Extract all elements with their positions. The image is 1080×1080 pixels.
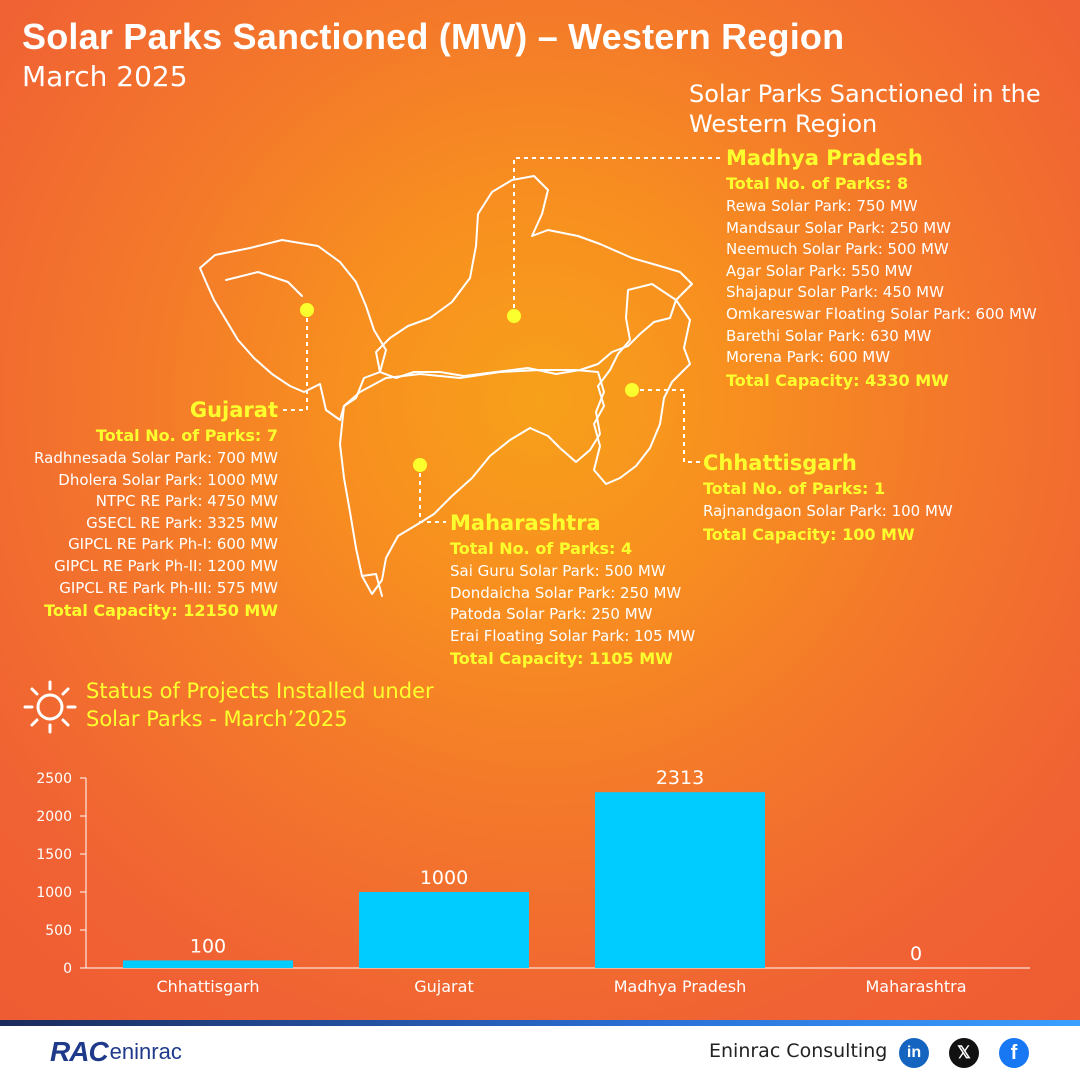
y-tick-label: 500 — [45, 923, 72, 939]
bar-value-label: 2313 — [656, 767, 704, 789]
state-outlines — [199, 175, 693, 597]
park-item: Barethi Solar Park: 630 MW — [726, 326, 932, 345]
facebook-icon[interactable]: f — [999, 1038, 1029, 1068]
map-caption: Solar Parks Sanctioned in the Western Re… — [689, 80, 1041, 138]
park-item: Neemuch Solar Park: 500 MW — [726, 240, 949, 259]
park-item: Omkareswar Floating Solar Park: 600 MW — [726, 304, 1037, 323]
park-item: NTPC RE Park: 4750 MW — [95, 492, 278, 511]
x-axis-labels: Chhattisgarh Gujarat Madhya Pradesh Maharas… — [157, 977, 967, 996]
total-capacity: Total Capacity: 1105 MW — [450, 649, 673, 669]
bar-value-label: 1000 — [420, 867, 468, 889]
bars — [123, 792, 765, 968]
park-item: Rajnandgaon Solar Park: 100 MW — [703, 502, 953, 520]
park-count: Total No. of Parks: 8 — [726, 174, 909, 193]
y-tick-label: 0 — [63, 961, 72, 977]
logo-text: eninrac — [109, 1039, 182, 1064]
company-logo: RAC eninrac — [50, 1035, 182, 1069]
region-gujarat: Gujarat Total No. of Parks: 7 Radhnesada… — [34, 396, 278, 623]
y-tick-label: 1500 — [36, 847, 72, 863]
chhattisgarh-connector — [632, 389, 702, 463]
x-tick-label: Gujarat — [414, 977, 473, 996]
y-tick-label: 1000 — [36, 885, 72, 901]
chhattisgarh-marker — [625, 383, 639, 397]
bar — [123, 960, 293, 968]
connector-lines — [282, 157, 724, 523]
brand-name: Eninrac Consulting — [709, 1040, 888, 1062]
park-item: Dholera Solar Park: 1000 MW — [58, 470, 278, 489]
park-item: Shajapur Solar Park: 450 MW — [726, 283, 944, 302]
total-capacity: Total Capacity: 100 MW — [703, 524, 915, 544]
maharashtra-outline — [339, 369, 605, 595]
state-markers — [300, 303, 639, 472]
park-item: GIPCL RE Park Ph-II: 1200 MW — [54, 556, 278, 575]
bar-value-labels: 100 1000 2313 0 — [190, 767, 922, 965]
status-title: Status of Projects Installed under Solar… — [86, 677, 434, 733]
gujarat-connector — [282, 310, 308, 411]
park-item: Mandsaur Solar Park: 250 MW — [726, 218, 952, 237]
park-item: Rewa Solar Park: 750 MW — [726, 197, 918, 215]
bar-value-label: 100 — [190, 935, 226, 957]
region-name: Maharashtra — [450, 511, 601, 535]
park-count: Total No. of Parks: 4 — [450, 539, 633, 558]
status-title-line1: Status of Projects Installed under — [86, 679, 434, 703]
bar-chart: 0 500 1000 1500 2000 2500 100 1000 2313 0 Chhatt… — [36, 767, 1030, 996]
linkedin-icon[interactable]: in — [899, 1038, 929, 1068]
region-maharashtra: Maharashtra Total No. of Parks: 4 Sai Gu… — [450, 509, 695, 671]
park-item: Patoda Solar Park: 250 MW — [450, 605, 653, 624]
y-tick-label: 2500 — [36, 771, 72, 787]
logo-mark: RAC — [50, 1036, 109, 1067]
gujarat-marker — [300, 303, 314, 317]
chhattisgarh-outline — [593, 283, 691, 485]
page-title: Solar Parks Sanctioned (MW) – Western Re… — [22, 16, 845, 57]
park-item: GSECL RE Park: 3325 MW — [86, 513, 278, 532]
park-item: Radhnesada Solar Park: 700 MW — [34, 449, 278, 467]
mp-marker — [507, 309, 521, 323]
park-item: Dondaicha Solar Park: 250 MW — [450, 583, 682, 602]
bar-value-label: 0 — [910, 943, 922, 965]
park-item: GIPCL RE Park Ph-I: 600 MW — [68, 535, 278, 554]
region-name: Madhya Pradesh — [726, 146, 923, 170]
sun-icon — [23, 680, 77, 734]
bar — [595, 792, 765, 968]
status-title-line2: Solar Parks - March’2025 — [86, 707, 348, 731]
region-name: Chhattisgarh — [703, 451, 857, 475]
y-axis-labels: 0 500 1000 1500 2000 2500 — [36, 771, 86, 977]
gulf-line — [225, 271, 303, 297]
maharashtra-connector — [419, 465, 446, 523]
footer-divider — [0, 1020, 1080, 1026]
maharashtra-marker — [413, 458, 427, 472]
region-name: Gujarat — [189, 398, 278, 422]
total-capacity: Total Capacity: 4330 MW — [726, 370, 949, 390]
park-item: Erai Floating Solar Park: 105 MW — [450, 626, 696, 645]
page-subtitle: March 2025 — [22, 60, 188, 93]
region-chhattisgarh: Chhattisgarh Total No. of Parks: 1 Rajna… — [703, 449, 953, 547]
total-capacity: Total Capacity: 12150 MW — [44, 601, 278, 621]
x-tick-label: Madhya Pradesh — [614, 977, 747, 996]
madhya-pradesh-outline — [375, 175, 693, 379]
x-icon[interactable]: 𝕏 — [949, 1038, 979, 1068]
x-tick-label: Chhattisgarh — [157, 977, 260, 996]
park-item: Sai Guru Solar Park: 500 MW — [450, 562, 666, 580]
goa-outline — [361, 573, 383, 597]
bar — [359, 892, 529, 968]
region-madhya-pradesh: Madhya Pradesh Total No. of Parks: 8 Rew… — [726, 144, 1037, 393]
park-count: Total No. of Parks: 1 — [703, 479, 886, 498]
mp-connector — [513, 157, 724, 316]
y-tick-label: 2000 — [36, 809, 72, 825]
park-count: Total No. of Parks: 7 — [95, 426, 278, 445]
x-tick-label: Maharashtra — [865, 977, 966, 996]
western-region-map — [199, 157, 724, 597]
park-item: Agar Solar Park: 550 MW — [726, 261, 913, 280]
park-item: GIPCL RE Park Ph-III: 575 MW — [59, 578, 278, 597]
park-item: Morena Park: 600 MW — [726, 348, 891, 367]
